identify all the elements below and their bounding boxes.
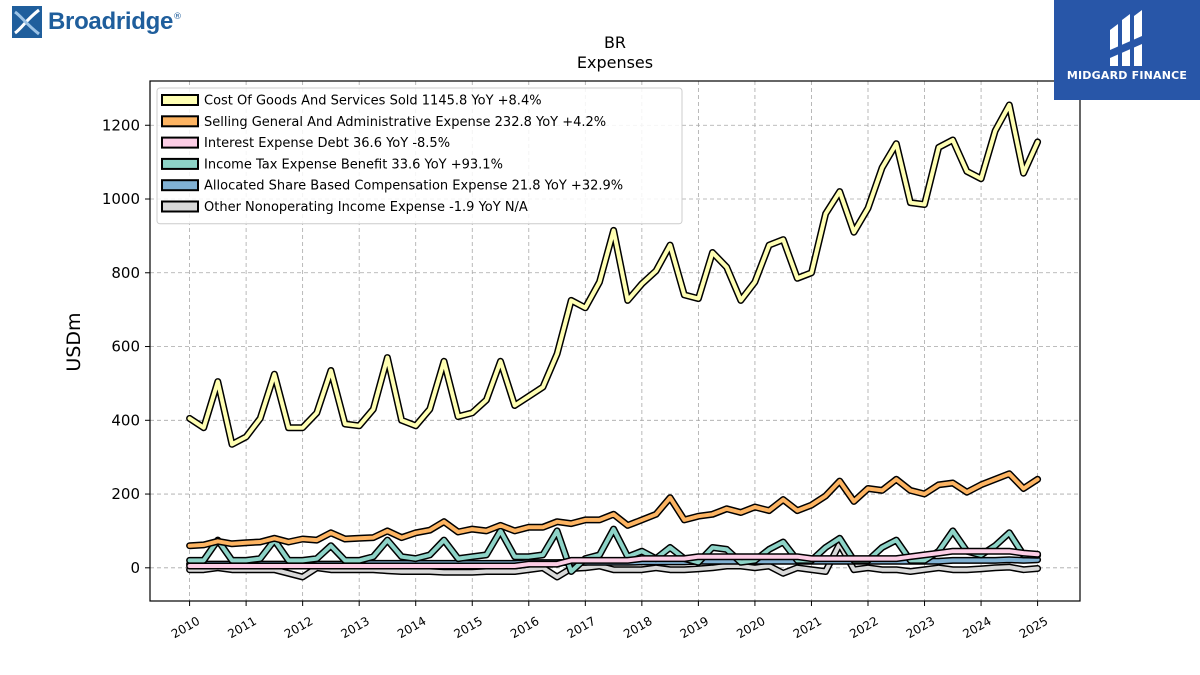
legend-entry: Allocated Share Based Compensation Expen… [161,179,623,194]
series-3 [186,547,1042,570]
y-tick-label: 600 [111,338,140,356]
legend-label: Selling General And Administrative Expen… [204,115,606,130]
legend-entry: Interest Expense Debt 36.6 YoY -8.5% [161,136,450,151]
x-tick-label: 2016 [508,614,541,641]
plot-area-frame [149,80,1081,602]
series-line [187,103,1040,447]
legend-swatch [161,179,199,192]
legend-entry: Income Tax Expense Benefit 33.6 YoY +93.… [161,157,503,172]
series-2 [186,470,1042,550]
x-tick-label: 2014 [395,614,428,641]
x-tick-label: 2013 [338,614,371,641]
y-tick-label: 1000 [102,190,140,208]
broadridge-logo-icon [12,6,42,38]
series-6 [186,540,1042,581]
x-tick-label: 2012 [282,614,315,641]
legend-label: Income Tax Expense Benefit 33.6 YoY +93.… [204,157,503,172]
legend-label: Allocated Share Based Compensation Expen… [204,179,623,194]
chart-title: BR [604,33,626,52]
legend: Cost Of Goods And Services Sold 1145.8 Y… [156,87,683,225]
x-tick-label: 2010 [169,614,202,641]
x-tick-label: 2023 [904,614,937,641]
y-tick-label: 800 [111,264,140,282]
broadridge-logo: Broadridge ® [12,6,182,38]
x-tick-label: 2024 [960,614,993,641]
legend-label: Interest Expense Debt 36.6 YoY -8.5% [204,136,450,151]
legend-entry: Cost Of Goods And Services Sold 1145.8 Y… [161,94,542,109]
y-axis-label: USDm [63,312,85,371]
series-line [187,541,1040,579]
legend-entry: Selling General And Administrative Expen… [161,115,606,130]
broadridge-name: Broadridge [48,8,174,35]
legend-swatch [161,200,199,213]
series-line [187,549,1040,568]
x-tick-label: 2015 [452,614,485,641]
legend-label: Other Nonoperating Income Expense -1.9 Y… [204,200,528,215]
x-tick-label: 2011 [225,614,258,641]
x-tick-label: 2025 [1017,614,1050,641]
y-tick-label: 0 [130,559,140,577]
legend-entry: Other Nonoperating Income Expense -1.9 Y… [161,200,528,215]
x-tick-label: 2018 [621,614,654,641]
x-tick-label: 2017 [565,614,598,641]
midgard-logo-icon [1110,10,1142,66]
series-4 [186,525,1042,575]
series-lines [186,101,1042,581]
legend-frame [156,87,683,225]
legend-swatch [161,136,199,149]
y-tick-label: 400 [111,411,140,429]
x-tick-label: 2021 [791,614,824,641]
series-line [187,527,1040,574]
x-tick-label: 2019 [678,614,711,641]
legend-swatch [161,94,199,106]
y-tick-label: 200 [111,485,140,503]
series-1 [186,101,1042,448]
series-line [187,471,1040,548]
chart-subtitle: Expenses [577,53,653,72]
legend-swatch [161,157,199,170]
broadridge-trademark: ® [173,12,183,22]
x-tick-label: 2020 [734,614,767,641]
midgard-finance-badge: MIDGARD FINANCE [1054,0,1200,100]
midgard-finance-name: MIDGARD FINANCE [1066,69,1188,82]
legend-swatch [161,115,199,128]
y-tick-label: 1200 [102,116,140,134]
x-tick-label: 2022 [847,614,880,641]
legend-label: Cost Of Goods And Services Sold 1145.8 Y… [204,94,542,109]
